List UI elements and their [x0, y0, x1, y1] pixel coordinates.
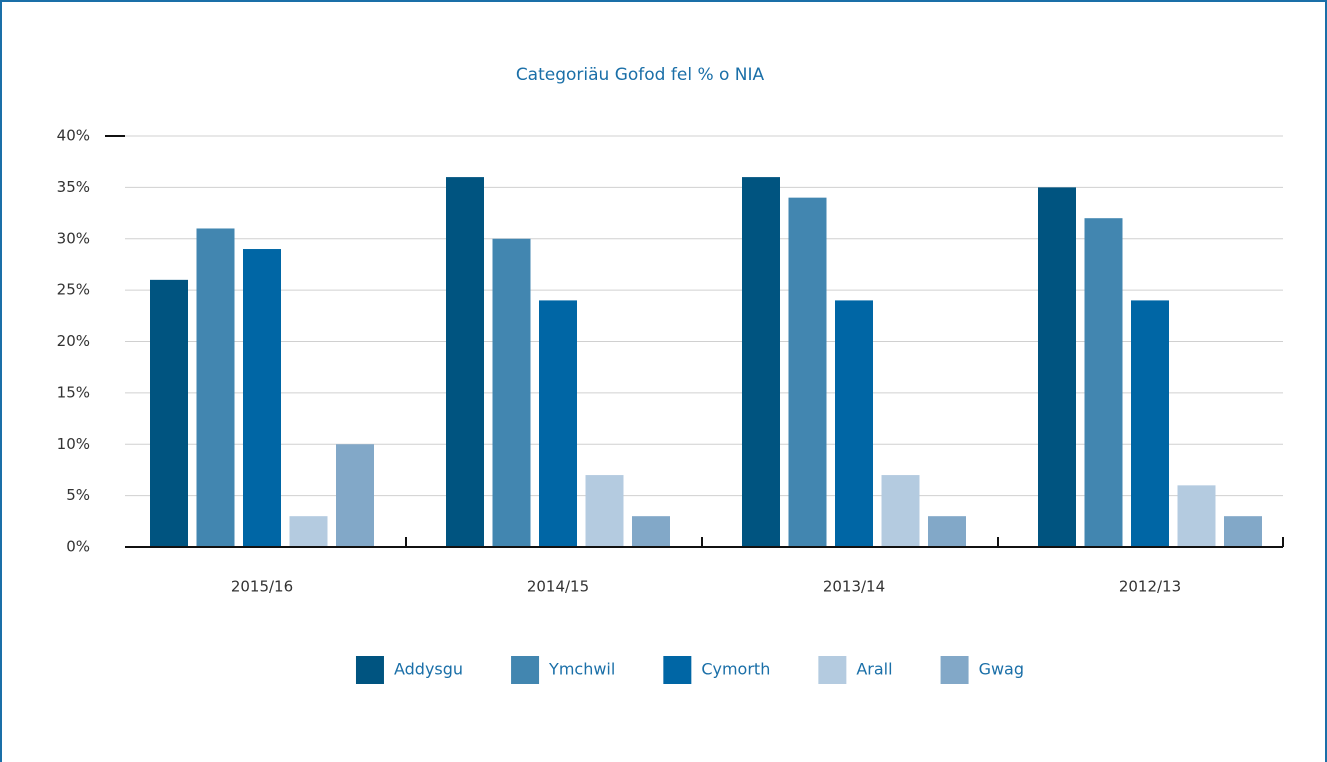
bar — [788, 197, 827, 547]
x-tick-label: 2012/13 — [1119, 578, 1181, 596]
legend-label: Arall — [856, 660, 892, 679]
bar — [632, 516, 670, 547]
legend-label: Gwag — [979, 660, 1024, 679]
y-tick-label: 25% — [57, 281, 90, 299]
y-tick-label: 30% — [57, 229, 90, 247]
bar — [881, 475, 920, 547]
chart-title: Categoriäu Gofod fel % o NIA — [516, 65, 765, 85]
y-tick-label: 40% — [57, 127, 90, 145]
legend-label: Cymorth — [701, 660, 770, 679]
bar — [1131, 300, 1169, 547]
x-tick-label: 2015/16 — [231, 578, 293, 596]
y-tick-label: 20% — [57, 332, 90, 350]
y-tick-label: 10% — [57, 435, 90, 453]
legend-swatch — [663, 656, 692, 684]
x-tick-label: 2014/15 — [527, 578, 589, 596]
bar — [585, 475, 624, 547]
bar — [1038, 187, 1076, 547]
bar — [835, 300, 873, 547]
legend-swatch — [940, 656, 969, 684]
y-tick-label: 15% — [57, 383, 90, 401]
y-tick-label: 0% — [66, 538, 90, 556]
bar — [243, 249, 281, 547]
legend-label: Addysgu — [394, 660, 463, 679]
y-tick-label: 35% — [57, 178, 90, 196]
bar — [1177, 485, 1216, 547]
bar — [289, 516, 328, 547]
bar — [1224, 516, 1262, 547]
legend-swatch — [818, 656, 847, 684]
legend-swatch — [511, 656, 540, 684]
bar — [150, 279, 188, 547]
bar — [196, 228, 235, 547]
y-tick-label: 5% — [66, 486, 90, 504]
x-tick-label: 2013/14 — [823, 578, 885, 596]
bar — [336, 444, 374, 547]
bar — [928, 516, 966, 547]
bar — [742, 177, 780, 547]
bar — [492, 238, 531, 547]
bar — [446, 177, 484, 547]
legend-label: Ymchwil — [548, 660, 615, 679]
legend-swatch — [355, 656, 384, 684]
bar — [1084, 218, 1123, 547]
bar — [539, 300, 577, 547]
